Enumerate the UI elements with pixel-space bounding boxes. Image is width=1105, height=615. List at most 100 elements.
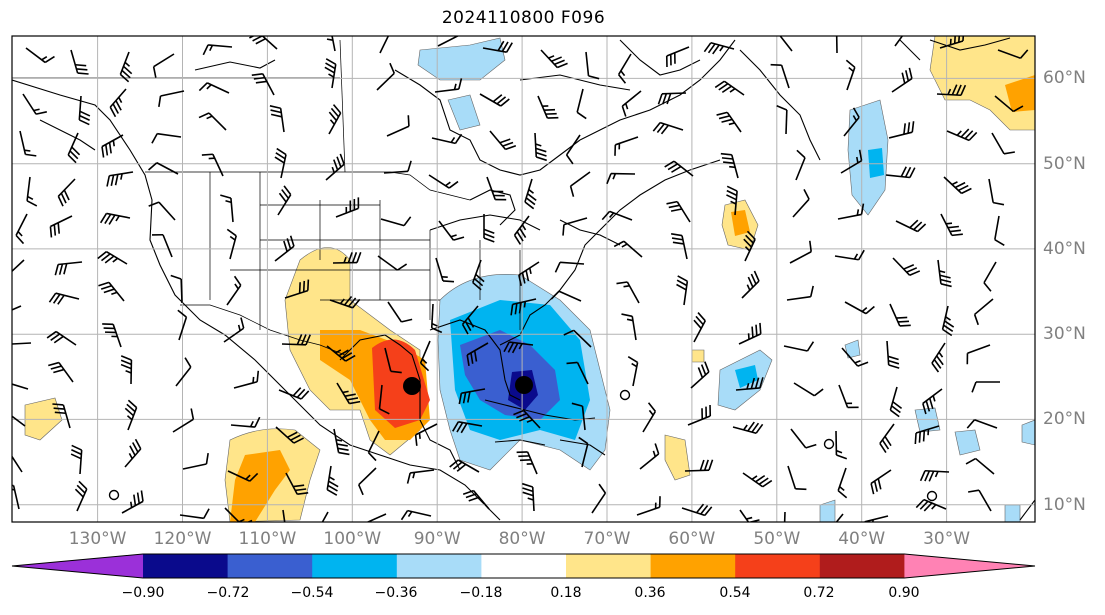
wind-barb-flag bbox=[431, 322, 438, 327]
wind-barb-flag bbox=[281, 189, 290, 199]
wind-barb-flag bbox=[253, 76, 265, 80]
wind-barb-flag bbox=[50, 333, 61, 341]
wind-barb-flag bbox=[523, 301, 527, 308]
calm-wind-circle bbox=[108, 489, 120, 501]
wind-barb-flag bbox=[203, 508, 210, 519]
colorbar-tick-label: 0.36 bbox=[634, 585, 666, 601]
wind-barb-flag bbox=[795, 488, 807, 491]
wind-barb-flag bbox=[418, 432, 421, 439]
wind-barb-flag bbox=[58, 263, 64, 275]
wind-barb-flag bbox=[720, 152, 732, 156]
wind-barb-flag bbox=[134, 438, 142, 450]
wind-barb bbox=[162, 234, 173, 258]
wind-barb-flag bbox=[751, 326, 754, 338]
wind-barb-flag bbox=[664, 160, 675, 168]
wind-barb-flag bbox=[662, 93, 668, 105]
wind-barb-flag bbox=[852, 107, 860, 118]
wind-barb-flag bbox=[112, 140, 115, 147]
wind-barb-flag bbox=[269, 105, 281, 110]
wind-barb-flag bbox=[344, 393, 356, 397]
wind-barb-flag bbox=[762, 479, 773, 488]
wind-barb bbox=[974, 298, 994, 316]
lat-tick-label: 20°N bbox=[1043, 409, 1086, 430]
colorbar-cell bbox=[650, 554, 736, 578]
wind-barb-flag bbox=[909, 270, 921, 276]
wind-barb-flag bbox=[367, 452, 377, 462]
wind-barb-flag bbox=[456, 422, 464, 433]
wind-barb-flag bbox=[356, 251, 362, 263]
wind-barb-flag bbox=[100, 253, 111, 262]
wind-barb-flag bbox=[716, 111, 728, 116]
wind-barb-flag bbox=[126, 403, 136, 413]
wind-barb-flag bbox=[505, 145, 517, 151]
wind-barb-flag bbox=[944, 320, 955, 328]
wind-barb-flag bbox=[108, 142, 112, 154]
wind-barb-flag bbox=[721, 85, 732, 94]
wind-barb-flag bbox=[853, 253, 859, 260]
wind-barb-flag bbox=[857, 361, 869, 367]
wind-barb-flag bbox=[286, 238, 292, 250]
wind-barb-flag bbox=[623, 284, 630, 288]
wind-barb-flag bbox=[300, 334, 307, 345]
lon-tick-label: 60°W bbox=[668, 529, 716, 549]
wind-barb bbox=[581, 443, 589, 468]
wind-barb-flag bbox=[329, 119, 335, 125]
lon-tick-label: 80°W bbox=[498, 529, 546, 549]
wind-barb-flag bbox=[776, 105, 788, 111]
wind-barb-flag bbox=[69, 150, 79, 160]
wind-barb-flag bbox=[796, 149, 806, 159]
wind-barb-flag bbox=[899, 324, 911, 327]
wind-barb-flag bbox=[667, 163, 678, 171]
wind-barb-flag bbox=[78, 480, 88, 490]
wind-barb-flag bbox=[695, 315, 704, 326]
lon-tick-label: 130°W bbox=[68, 529, 127, 549]
lon-tick-label: 90°W bbox=[413, 529, 461, 549]
wind-barb-flag bbox=[729, 165, 736, 169]
wind-barb-flag bbox=[652, 450, 657, 457]
wind-barb-flag bbox=[108, 214, 116, 225]
wind-barb-flag bbox=[858, 249, 865, 261]
wind-barb-flag bbox=[458, 24, 459, 35]
wind-barb-flag bbox=[956, 130, 962, 136]
coastlines bbox=[12, 37, 1035, 521]
wind-barb-flag bbox=[119, 73, 130, 83]
wind-barb-flag bbox=[460, 422, 468, 434]
wind-barb-flag bbox=[337, 447, 349, 451]
wind-barb-flag bbox=[562, 224, 565, 236]
wind-barb-flag bbox=[707, 43, 716, 54]
lon-tick-label: 100°W bbox=[323, 529, 382, 549]
wind-barb-flag bbox=[839, 485, 845, 492]
wind-barb bbox=[739, 509, 750, 522]
wind-barb-flag bbox=[201, 153, 213, 156]
wind-barb-flag bbox=[339, 298, 345, 305]
wind-barb-flag bbox=[97, 251, 107, 260]
wind-barb-flag bbox=[624, 103, 629, 110]
wind-barb-flag bbox=[955, 84, 962, 96]
wind-barb-flag bbox=[49, 226, 53, 238]
wind-barb-flag bbox=[483, 237, 495, 243]
map-frame bbox=[11, 35, 1036, 523]
wind-barb-flag bbox=[120, 359, 132, 366]
wind-barb-flag bbox=[652, 122, 661, 132]
wind-barb-flag bbox=[618, 74, 627, 84]
wind-barb-flag bbox=[751, 475, 758, 480]
wind-barb-flag bbox=[158, 95, 162, 107]
wind-barb bbox=[991, 132, 1005, 155]
wind-barb-flag bbox=[198, 82, 208, 92]
wind-barb-flag bbox=[557, 62, 568, 69]
wind-barb-flag bbox=[12, 488, 15, 491]
wind-barb-flag bbox=[483, 228, 495, 235]
wind-barb-flag bbox=[671, 237, 684, 241]
wind-barb-flag bbox=[53, 368, 65, 374]
wind-barb-flag bbox=[338, 349, 349, 357]
wind-barb-flag bbox=[940, 283, 952, 288]
wind-barb-flag bbox=[519, 416, 530, 422]
wind-barb-flag bbox=[505, 42, 513, 53]
wind-barb-flag bbox=[467, 391, 471, 403]
wind-barb-flag bbox=[750, 273, 757, 285]
wind-barb-flag bbox=[421, 358, 428, 364]
wind-barb-flag bbox=[255, 80, 267, 84]
wind-barb-flag bbox=[24, 149, 31, 152]
wind-barb-flag bbox=[467, 317, 475, 328]
wind-barb bbox=[377, 255, 398, 271]
